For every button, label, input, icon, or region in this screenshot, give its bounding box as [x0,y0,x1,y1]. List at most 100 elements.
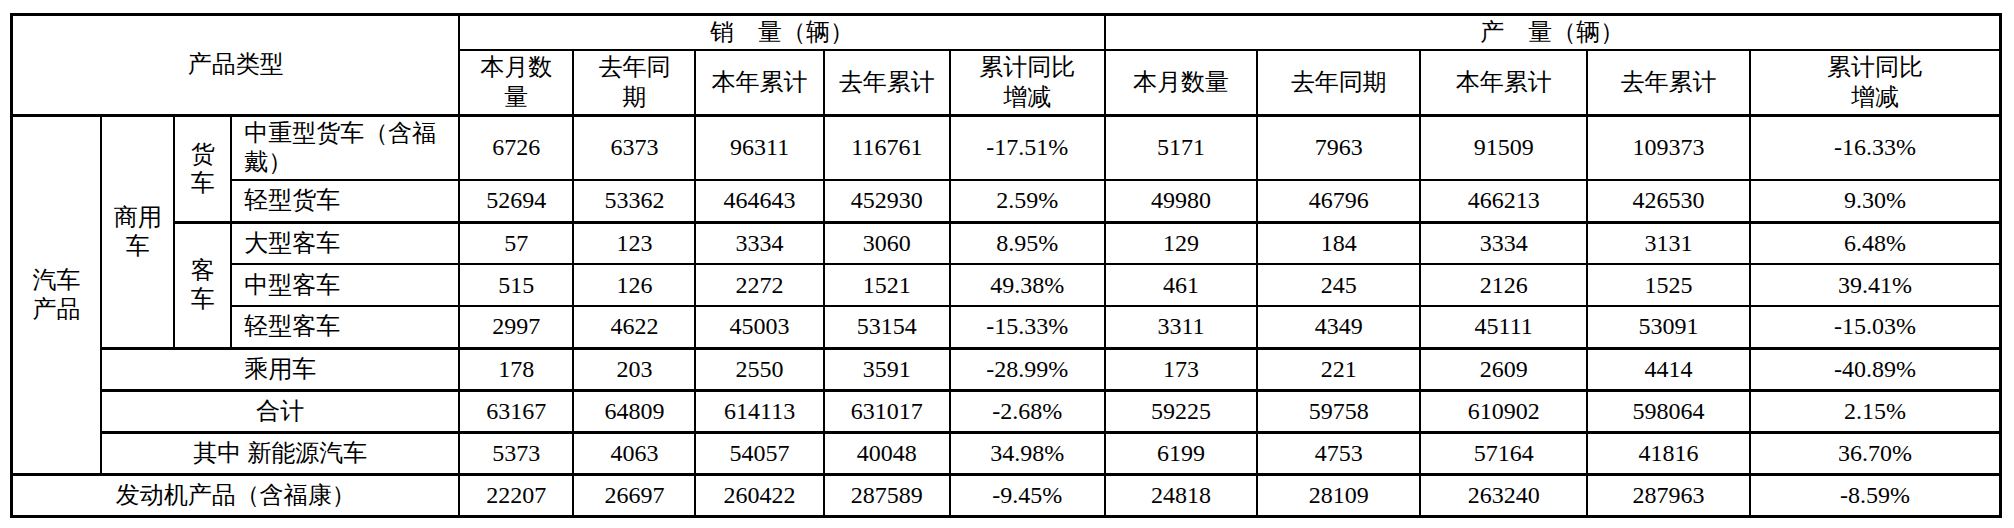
table-cell: 221 [1257,348,1420,390]
table-cell: 63167 [459,390,573,432]
table-cell: -2.68% [950,390,1105,432]
table-cell: 260422 [695,474,823,516]
truck-group-label: 货 车 [174,115,231,222]
table-cell: 9.30% [1750,180,2001,222]
table-cell: 2.59% [950,180,1105,222]
table-cell: 57 [459,222,573,264]
table-row-light-truck: 轻型货车 52694 53362 464643 452930 2.59% 499… [12,180,2001,222]
table-cell: 203 [573,348,695,390]
table-cell: 515 [459,264,573,306]
table-cell: 24818 [1105,474,1258,516]
row-label-new-energy: 其中 新能源汽车 [101,432,459,474]
table-cell: 610902 [1420,390,1587,432]
table-row-passenger-car: 乘用车 178 203 2550 3591 -28.99% 173 221 26… [12,348,2001,390]
product-type-header: 产品类型 [12,15,460,116]
table-cell: 3334 [695,222,823,264]
table-cell: 53154 [824,306,950,348]
sales-group-header: 销 量（辆） [459,15,1104,51]
bus-group-label: 客 车 [174,222,231,348]
table-cell: 461 [1105,264,1258,306]
row-label-medium-heavy-truck: 中重型货车（含福戴） [231,115,459,180]
table-cell: 614113 [695,390,823,432]
table-cell: 36.70% [1750,432,2001,474]
table-cell: 3131 [1587,222,1750,264]
table-cell: 3334 [1420,222,1587,264]
table-cell: 6.48% [1750,222,2001,264]
table-cell: 3591 [824,348,950,390]
table-cell: 45111 [1420,306,1587,348]
table-cell: 4622 [573,306,695,348]
production-col-header-last-year-period: 去年同期 [1257,50,1420,115]
table-cell: 40048 [824,432,950,474]
table-cell: 287963 [1587,474,1750,516]
auto-products-group-label: 汽车 产品 [12,115,102,474]
table-cell: 7963 [1257,115,1420,180]
row-label-passenger-car: 乘用车 [101,348,459,390]
row-label-light-bus: 轻型客车 [231,306,459,348]
table-cell: 3311 [1105,306,1258,348]
table-cell: 5171 [1105,115,1258,180]
production-col-header-last-ytd: 去年累计 [1587,50,1750,115]
table-cell: 54057 [695,432,823,474]
table-cell: -15.03% [1750,306,2001,348]
table-cell: 49980 [1105,180,1258,222]
table-cell: 28109 [1257,474,1420,516]
sales-production-table: 产品类型 销 量（辆） 产 量（辆） 本月数 量 去年同 期 本年累计 去年累计… [10,13,2002,518]
table-cell: 116761 [824,115,950,180]
table-cell: 6199 [1105,432,1258,474]
table-cell: 426530 [1587,180,1750,222]
table-cell: 126 [573,264,695,306]
production-col-header-month-qty: 本月数量 [1105,50,1258,115]
table-cell: 52694 [459,180,573,222]
table-cell: 178 [459,348,573,390]
table-cell: 4349 [1257,306,1420,348]
table-cell: 53091 [1587,306,1750,348]
row-label-engine-products: 发动机产品（含福康） [12,474,460,516]
table-cell: 2997 [459,306,573,348]
table-cell: 26697 [573,474,695,516]
table-cell: 184 [1257,222,1420,264]
table-cell: 287589 [824,474,950,516]
table-row-medium-heavy-truck: 汽车 产品 商用 车 货 车 中重型货车（含福戴） 6726 6373 9631… [12,115,2001,180]
sales-col-header-ytd: 本年累计 [695,50,823,115]
table-cell: 46796 [1257,180,1420,222]
table-row-large-bus: 客 车 大型客车 57 123 3334 3060 8.95% 129 184 … [12,222,2001,264]
table-cell: 39.41% [1750,264,2001,306]
table-row-light-bus: 轻型客车 2997 4622 45003 53154 -15.33% 3311 … [12,306,2001,348]
sales-col-header-yoy-change: 累计同比 增减 [950,50,1105,115]
sales-col-header-month-qty: 本月数 量 [459,50,573,115]
table-cell: 91509 [1420,115,1587,180]
table-cell: -8.59% [1750,474,2001,516]
production-col-header-ytd: 本年累计 [1420,50,1587,115]
table-cell: 34.98% [950,432,1105,474]
row-label-large-bus: 大型客车 [231,222,459,264]
row-label-total: 合计 [101,390,459,432]
table-cell: -9.45% [950,474,1105,516]
table-cell: 5373 [459,432,573,474]
table-cell: 123 [573,222,695,264]
table-row-new-energy: 其中 新能源汽车 5373 4063 54057 40048 34.98% 61… [12,432,2001,474]
row-label-medium-bus: 中型客车 [231,264,459,306]
table-row-engine-products: 发动机产品（含福康） 22207 26697 260422 287589 -9.… [12,474,2001,516]
commercial-vehicle-group-label: 商用 车 [101,115,174,348]
table-cell: -16.33% [1750,115,2001,180]
table-cell: 263240 [1420,474,1587,516]
table-cell: 49.38% [950,264,1105,306]
row-label-light-truck: 轻型货车 [231,180,459,222]
table-cell: -17.51% [950,115,1105,180]
table-cell: -15.33% [950,306,1105,348]
table-cell: 59758 [1257,390,1420,432]
table-cell: 2609 [1420,348,1587,390]
table-row-medium-bus: 中型客车 515 126 2272 1521 49.38% 461 245 21… [12,264,2001,306]
table-cell: 2272 [695,264,823,306]
table-cell: 2.15% [1750,390,2001,432]
table-cell: -28.99% [950,348,1105,390]
table-cell: 41816 [1587,432,1750,474]
table-cell: 8.95% [950,222,1105,264]
table-cell: 2126 [1420,264,1587,306]
table-cell: 452930 [824,180,950,222]
table-cell: 1521 [824,264,950,306]
table-cell: 129 [1105,222,1258,264]
table-cell: 3060 [824,222,950,264]
table-cell: 631017 [824,390,950,432]
